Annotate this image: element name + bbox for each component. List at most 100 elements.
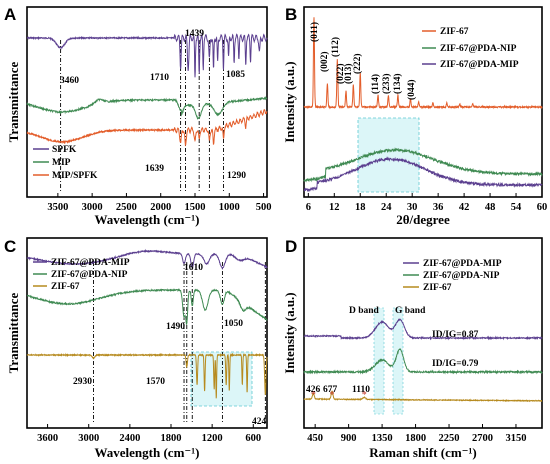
panel-d-ticks: 450 900 1350 1800 2250 2700 3150	[307, 424, 526, 444]
panel-d-ylabel: Intensity (a.u.)	[282, 292, 297, 373]
panel-c-ylabel: Transmittance	[6, 292, 21, 373]
panel-b-peak-222: (222)	[352, 53, 363, 74]
peak-star-marker: *	[362, 390, 367, 401]
panel-b-legend-mip: ZIF-67@PDA-MIP	[440, 60, 519, 70]
panel-a-series-spfk	[26, 33, 268, 78]
panel-a-legend-spfk: SPFK	[52, 145, 77, 155]
tick-label: 2000	[150, 202, 171, 213]
tick-label: 2700	[472, 433, 493, 444]
tick-label: 3500	[47, 202, 68, 213]
panel-a: A Transmittance Wavelength (cm⁻¹) 3500 30…	[4, 5, 271, 227]
panel-d-g-band-shade	[392, 307, 404, 415]
tick-label: 12	[329, 202, 340, 213]
panel-c-annotation-1610: 1610	[184, 263, 203, 273]
panel-b-peak-233: (233)	[381, 73, 392, 94]
panel-d-series-zif67	[303, 390, 543, 403]
panel-d-peak-677: 677	[323, 385, 338, 395]
tick-label: 2500	[116, 202, 137, 213]
panel-d-d-band-label: D band	[349, 306, 380, 316]
panel-b-series-zif67-pda-mip	[303, 156, 543, 193]
panel-a-series-mip-spfk	[26, 109, 268, 147]
panel-c-annotation-1050: 1050	[224, 319, 243, 329]
panel-c-reference-lines	[93, 262, 266, 424]
tick-label: 1350	[372, 433, 393, 444]
tick-label: 1800	[405, 433, 426, 444]
panel-c-legend-zif67: ZIF-67	[51, 282, 80, 292]
panel-d-frame	[303, 237, 543, 429]
tick-label: 30	[407, 202, 418, 213]
panel-b-peak-013: (013)	[343, 63, 354, 84]
tick-label: 3000	[78, 433, 99, 444]
tick-label: 600	[245, 433, 261, 444]
panel-b-series-zif67-pda-nip	[303, 147, 543, 183]
panel-a-reference-lines	[60, 40, 224, 192]
panel-b-label: B	[285, 5, 297, 24]
panel-a-frame	[26, 6, 268, 198]
panel-c-annotation-424: 424	[252, 417, 267, 427]
panel-b-peak-labels: (011) (002) (112) (022) (013) (222) (114…	[309, 22, 417, 100]
panel-c-xlabel: Wavelength (cm⁻¹)	[95, 445, 200, 460]
panel-b-frame	[303, 6, 543, 198]
panel-c-legend: ZIF-67@PDA-MIP ZIF-67@PDA-NIP ZIF-67	[33, 258, 130, 292]
tick-label: 42	[459, 202, 470, 213]
panel-d-idig-mip: ID/IG=0.87	[432, 330, 479, 340]
panel-b-ticks: 6 12 18 24 30 36 42 48 54 60	[306, 193, 547, 213]
panel-c-label: C	[4, 237, 16, 256]
tick-label: 24	[381, 202, 392, 213]
panel-c-annotation-1570: 1570	[146, 377, 165, 387]
panel-b-peak-134: (134)	[392, 73, 403, 94]
panel-d-legend-nip: ZIF-67@PDA-NIP	[423, 271, 500, 281]
panel-c-series-mip	[26, 248, 268, 271]
panel-b-ylabel: Intensity (a.u.)	[282, 61, 297, 142]
tick-label: 1800	[161, 433, 182, 444]
tick-label: 1500	[185, 202, 206, 213]
panel-d-label: D	[285, 237, 297, 256]
tick-label: 36	[433, 202, 444, 213]
panel-b-xlabel: 2θ/degree	[396, 212, 450, 227]
tick-label: 48	[485, 202, 496, 213]
panel-c-legend-nip: ZIF-67@PDA-NIP	[51, 270, 128, 280]
panel-a-ylabel: Transmittance	[6, 61, 21, 142]
panel-d-peak-426: 426	[306, 385, 321, 395]
panel-a-series-mip	[26, 95, 268, 120]
panel-c: C Transmittance Wavelength (cm⁻¹) 3600 30…	[4, 237, 268, 460]
panel-a-annotation-1290: 1290	[227, 171, 246, 181]
panel-a-annotation-1710: 1710	[150, 73, 169, 83]
panel-b-peak-112: (112)	[330, 37, 341, 57]
panel-c-legend-mip: ZIF-67@PDA-MIP	[51, 258, 130, 268]
panel-c-frame	[26, 237, 268, 429]
tick-label: 2400	[119, 433, 140, 444]
panel-a-annotation-1085: 1085	[226, 70, 245, 80]
panel-a-xlabel: Wavelength (cm⁻¹)	[95, 212, 200, 227]
panel-b-peak-002: (002)	[319, 51, 330, 72]
panel-d-legend-zif67: ZIF-67	[423, 283, 452, 293]
tick-label: 18	[355, 202, 366, 213]
panel-b-peak-011: (011)	[309, 22, 320, 42]
tick-label: 500	[256, 202, 272, 213]
panel-c-series-nip	[26, 288, 268, 325]
panel-d-series-nip	[303, 348, 543, 375]
panel-d-legend-mip: ZIF-67@PDA-MIP	[423, 259, 502, 269]
panel-a-ticks: 3500 3000 2500 2000 1500 1000 500	[47, 193, 271, 213]
panel-b: B Intensity (a.u.) 2θ/degree 6 12 18 24 30 36…	[282, 5, 547, 227]
tick-label: 6	[306, 202, 311, 213]
peak-star-marker: *	[330, 390, 335, 401]
tick-label: 3600	[37, 433, 58, 444]
peak-star-marker: *	[311, 390, 316, 401]
panel-d-peak-1110: 1110	[352, 385, 370, 395]
panel-b-peak-022: (022)	[335, 63, 346, 84]
tick-label: 450	[307, 433, 323, 444]
tick-label: 1200	[202, 433, 223, 444]
panel-d: D Intensity (a.u.) Raman shift (cm⁻¹) 45…	[282, 237, 543, 460]
panel-a-label: A	[4, 5, 16, 24]
panel-c-series-zif67	[26, 352, 268, 399]
panel-b-legend-nip: ZIF-67@PDA-NIP	[440, 44, 517, 54]
tick-label: 3150	[505, 433, 526, 444]
panel-b-peak-114: (114)	[370, 74, 381, 94]
panel-d-peak-markers: * * *	[311, 390, 367, 401]
panel-a-legend-mip: MIP	[52, 158, 71, 168]
tick-label: 2250	[439, 433, 460, 444]
panel-c-ticks: 3600 3000 2400 1800 1200 600	[37, 424, 261, 444]
tick-label: 900	[341, 433, 357, 444]
